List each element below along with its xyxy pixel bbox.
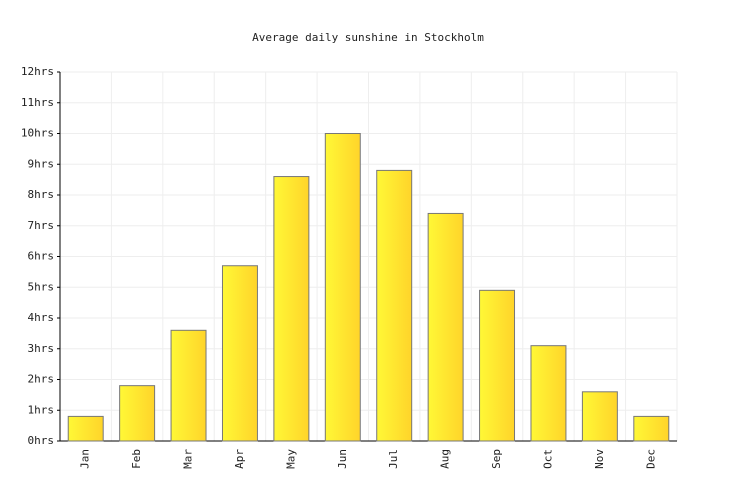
- x-tick-label: May: [284, 449, 297, 469]
- x-tick-label: Oct: [541, 449, 554, 469]
- bar: [479, 289, 516, 442]
- bar: [581, 391, 618, 442]
- y-tick-label: 8hrs: [28, 188, 55, 201]
- y-tick-label: 4hrs: [28, 311, 55, 324]
- x-tick-label: Jul: [387, 449, 400, 469]
- x-tick-label: Nov: [593, 449, 606, 469]
- y-tick-label: 12hrs: [21, 65, 54, 78]
- y-tick-label: 11hrs: [21, 96, 54, 109]
- bar: [221, 265, 258, 442]
- y-tick-label: 6hrs: [28, 250, 55, 263]
- bar: [324, 133, 361, 442]
- y-tick-label: 0hrs: [28, 434, 55, 447]
- x-tick-label: Dec: [644, 449, 657, 469]
- bar: [633, 415, 670, 442]
- y-tick-label: 2hrs: [28, 373, 55, 386]
- bar: [67, 415, 104, 442]
- x-tick-label: Sep: [490, 449, 503, 469]
- x-tick-label: Mar: [182, 449, 195, 469]
- x-tick-label: Aug: [439, 449, 452, 469]
- y-tick-label: 10hrs: [21, 127, 54, 140]
- bar: [530, 345, 567, 442]
- bar: [427, 212, 464, 442]
- y-tick-label: 5hrs: [28, 280, 55, 293]
- y-tick-label: 9hrs: [28, 157, 55, 170]
- x-tick-label: Apr: [233, 449, 246, 469]
- x-tick-label: Jan: [79, 449, 92, 469]
- bar: [170, 329, 207, 442]
- bar: [376, 169, 413, 442]
- x-tick-label: Feb: [130, 449, 143, 469]
- y-tick-label: 3hrs: [28, 342, 55, 355]
- y-tick-label: 1hrs: [28, 403, 55, 416]
- y-tick-label: 7hrs: [28, 219, 55, 232]
- x-tick-label: Jun: [336, 449, 349, 469]
- chart-title: Average daily sunshine in Stockholm: [252, 31, 484, 44]
- bar: [273, 176, 310, 442]
- bar: [119, 385, 156, 442]
